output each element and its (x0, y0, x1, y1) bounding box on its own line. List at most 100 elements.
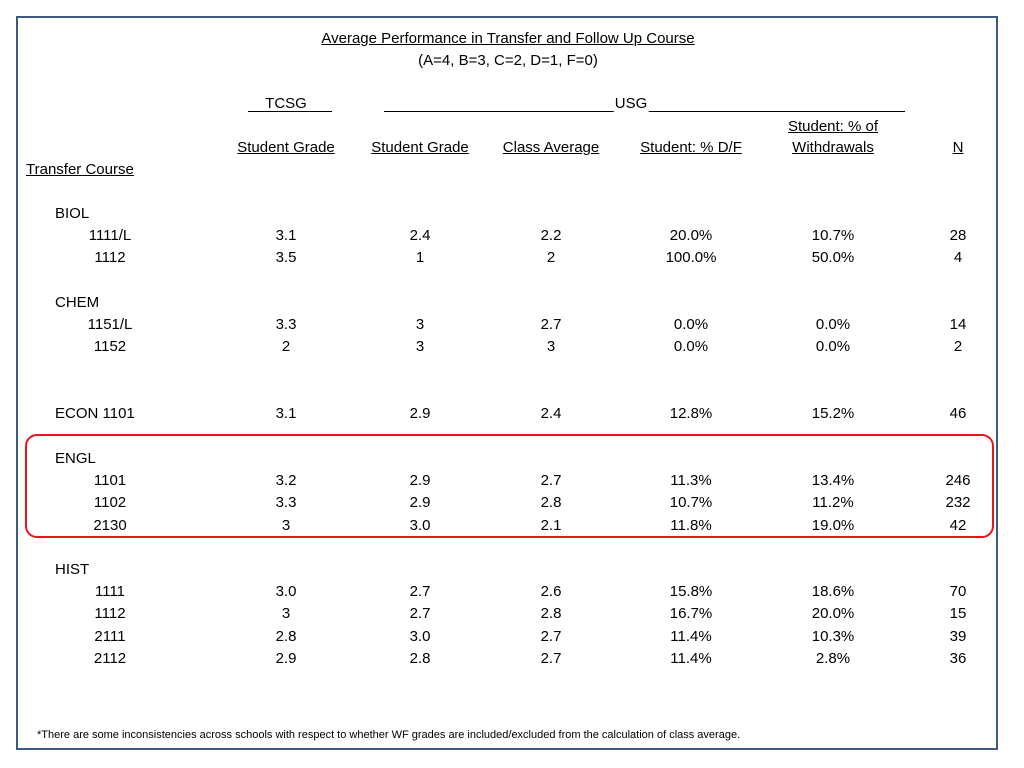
cell-tcsg-grade: 2.9 (275, 649, 297, 667)
cell-pct-df: 100.0% (665, 249, 717, 267)
cell-class-average: 2.7 (540, 472, 562, 490)
cell-pct-withdrawals: 19.0% (811, 516, 855, 534)
cell-usg-grade: 2.9 (409, 494, 431, 512)
cell-pct-df: 20.0% (669, 227, 713, 245)
grade-scale-subtitle: (A=4, B=3, C=2, D=1, F=0) (418, 52, 598, 69)
cell-pct-df: 11.4% (670, 649, 712, 667)
cell-tcsg-grade: 2 (281, 338, 291, 356)
cell-usg-grade: 3 (415, 316, 425, 334)
cell-tcsg-grade: 3 (281, 516, 291, 534)
cell-pct-withdrawals: 18.6% (811, 583, 855, 601)
cell-tcsg-grade: 3.1 (275, 405, 297, 422)
col-tcsg-student-grade: Student Grade (237, 139, 335, 156)
cell-class-average: 2.8 (540, 605, 562, 623)
cell-usg-grade: 3.0 (409, 627, 431, 645)
cell-pct-withdrawals: 13.4% (811, 472, 855, 490)
cell-n: 42 (949, 516, 967, 534)
table-title: Average Performance in Transfer and Foll… (321, 30, 695, 47)
engl-highlight-box (25, 434, 994, 538)
cell-pct-withdrawals: 0.0% (815, 338, 851, 356)
col-usg-student-grade: Student Grade (371, 139, 469, 156)
cell-tcsg-grade: 3 (281, 605, 291, 623)
col-transfer-course: Transfer Course (26, 161, 134, 178)
cell-usg-grade: 3.0 (409, 516, 431, 534)
tcsg-underline (248, 111, 332, 112)
cell-course: 1111/L (88, 227, 132, 245)
cell-pct-df: 12.8% (669, 405, 713, 422)
tcsg-group-header: TCSG (265, 95, 307, 112)
cell-n: 246 (945, 472, 971, 490)
cell-pct-df: 11.3% (670, 472, 712, 490)
cell-class-average: 2.7 (540, 316, 562, 334)
cell-pct-withdrawals: 11.2% (812, 494, 854, 512)
cell-pct-withdrawals: 0.0% (815, 316, 851, 334)
cell-tcsg-grade: 3.5 (275, 249, 297, 267)
cell-tcsg-grade: 2.8 (275, 627, 297, 645)
cell-usg-grade: 2.8 (409, 649, 431, 667)
usg-group-header: USG (613, 95, 649, 113)
col-n: N (952, 139, 964, 156)
cell-pct-df: 11.4% (670, 627, 712, 645)
cell-course: 1102 (93, 494, 127, 512)
cell-class-average: 2.4 (540, 405, 562, 422)
cell-n: 39 (949, 627, 967, 645)
cell-pct-df: 0.0% (673, 316, 709, 334)
cell-class-average: 2.2 (540, 227, 562, 245)
cell-course: ECON 1101 (55, 405, 135, 422)
cell-course: 1152 (93, 338, 127, 356)
cell-usg-grade: 3 (415, 338, 425, 356)
cell-tcsg-grade: 3.3 (275, 494, 297, 512)
cell-n: 70 (949, 583, 967, 601)
cell-class-average: 3 (546, 338, 556, 356)
cell-usg-grade: 2.9 (409, 405, 431, 422)
cell-course: 1151/L (87, 316, 133, 334)
cell-pct-df: 11.8% (670, 516, 712, 534)
cell-tcsg-grade: 3.1 (275, 227, 297, 245)
cell-pct-withdrawals: 15.2% (811, 405, 855, 422)
section-heading: ENGL (55, 450, 96, 467)
cell-pct-df: 15.8% (669, 583, 713, 601)
cell-n: 4 (953, 249, 963, 267)
cell-pct-withdrawals: 10.3% (811, 627, 855, 645)
cell-course: 2111 (94, 627, 126, 645)
cell-class-average: 2 (546, 249, 556, 267)
cell-course: 2130 (93, 516, 127, 534)
cell-pct-withdrawals: 10.7% (811, 227, 855, 245)
cell-n: 2 (953, 338, 963, 356)
cell-class-average: 2.6 (540, 583, 562, 601)
section-heading: CHEM (55, 294, 100, 311)
section-heading: HIST (55, 561, 90, 578)
cell-pct-df: 16.7% (669, 605, 713, 623)
cell-n: 36 (949, 649, 967, 667)
cell-usg-grade: 2.7 (409, 605, 431, 623)
col-class-average: Class Average (502, 139, 600, 156)
cell-class-average: 2.7 (540, 649, 562, 667)
cell-course: 1101 (93, 472, 127, 490)
section-heading: BIOL (55, 205, 90, 222)
cell-course: 1111 (94, 583, 126, 601)
cell-usg-grade: 1 (415, 249, 425, 267)
cell-usg-grade: 2.4 (409, 227, 431, 245)
cell-class-average: 2.8 (540, 494, 562, 512)
cell-pct-withdrawals: 50.0% (811, 249, 855, 267)
cell-n: 14 (949, 316, 967, 334)
cell-n: 46 (949, 405, 967, 422)
col-pct-withdrawals-line1: Student: % of (787, 118, 879, 135)
cell-pct-df: 0.0% (673, 338, 709, 356)
cell-tcsg-grade: 3.3 (275, 316, 297, 334)
cell-pct-withdrawals: 20.0% (811, 605, 855, 623)
cell-course: 2112 (93, 649, 127, 667)
footnote: *There are some inconsistencies across s… (37, 729, 741, 741)
cell-pct-df: 10.7% (669, 494, 713, 512)
col-pct-df: Student: % D/F (640, 139, 742, 156)
cell-usg-grade: 2.7 (409, 583, 431, 601)
cell-n: 232 (945, 494, 971, 512)
cell-n: 28 (949, 227, 967, 245)
cell-class-average: 2.7 (540, 627, 562, 645)
col-pct-withdrawals-line2: Withdrawals (792, 139, 874, 156)
cell-course: 1112 (94, 605, 126, 623)
cell-course: 1112 (94, 249, 126, 267)
cell-pct-withdrawals: 2.8% (815, 649, 851, 667)
cell-n: 15 (949, 605, 967, 623)
cell-tcsg-grade: 3.2 (275, 472, 297, 490)
